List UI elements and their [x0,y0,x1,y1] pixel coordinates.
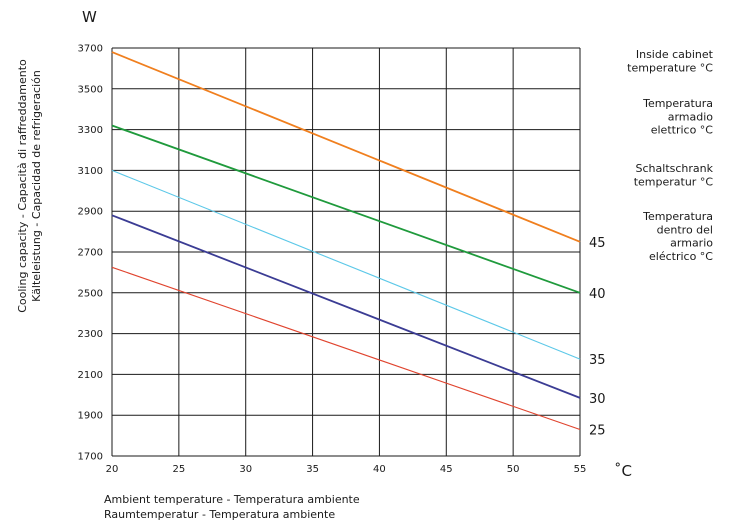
x-tick-label: 30 [239,464,252,475]
series-line-40 [111,124,581,294]
x-tick-label: 50 [507,464,520,475]
series-lines [111,51,581,430]
series-label-25: 25 [589,423,606,438]
legend-title-line: elettrico °C [651,124,714,137]
series-label-35: 35 [589,353,606,368]
y-tick-label: 2300 [78,329,103,340]
x-tick-label: 55 [574,464,587,475]
series-line-30 [111,214,581,399]
grid [111,47,581,457]
legend-title-line: Schaltschrank [636,162,714,175]
series-line-35 [111,169,581,360]
y-unit: W [82,8,97,26]
x-tick-label: 25 [172,464,185,475]
x-tick-labels: 20 25 30 35 40 45 50 55 [106,464,587,475]
series-labels: 45 40 35 30 25 [589,236,606,439]
series-label-40: 40 [589,287,606,302]
y-tick-label: 3700 [78,44,103,55]
legend-title-line: eléctrico °C [649,250,713,263]
x-tick-label: 20 [106,464,119,475]
y-tick-labels: 1700 1900 2100 2300 2500 2700 2900 3100 3300 3500… [78,44,103,463]
x-tick-label: 40 [373,464,386,475]
y-tick-label: 2900 [78,207,103,218]
legend-title-line: Temperatura [642,97,713,110]
legend-title-line: Inside cabinet [636,48,714,61]
series-label-30: 30 [589,392,606,407]
legend-title-line: temperatur °C [634,175,714,188]
y-tick-label: 2500 [78,288,103,299]
x-axis-label-line-1: Ambient temperature - Temperatura ambien… [104,493,360,506]
y-tick-label: 1700 [78,452,103,463]
y-tick-label: 3300 [78,125,103,136]
y-tick-label: 2100 [78,370,103,381]
x-unit: ˚C [614,462,632,480]
legend-title-line: armadio [668,110,714,123]
legend-title-line: dentro del [657,223,713,236]
x-axis-label-line-2: Raumtemperatur - Temperatura ambiente [104,508,335,521]
legend-title-line: temperature °C [627,61,713,74]
y-tick-label: 3500 [78,84,103,95]
y-tick-label: 3100 [78,166,103,177]
series-line-25 [111,266,581,430]
legend-title-line: armario [670,237,713,250]
legend-title-line: Temperatura [642,210,713,223]
y-axis-label-line-1: Cooling capacity - Capacità di raffredda… [16,59,29,313]
x-tick-label: 45 [440,464,453,475]
series-label-45: 45 [589,236,606,251]
y-tick-label: 1900 [78,411,103,422]
y-axis-label-line-2: Kälteleistung - Capacidad de refrigeraci… [30,70,43,302]
series-line-45 [111,51,581,243]
x-tick-label: 35 [306,464,319,475]
y-tick-label: 2700 [78,248,103,259]
